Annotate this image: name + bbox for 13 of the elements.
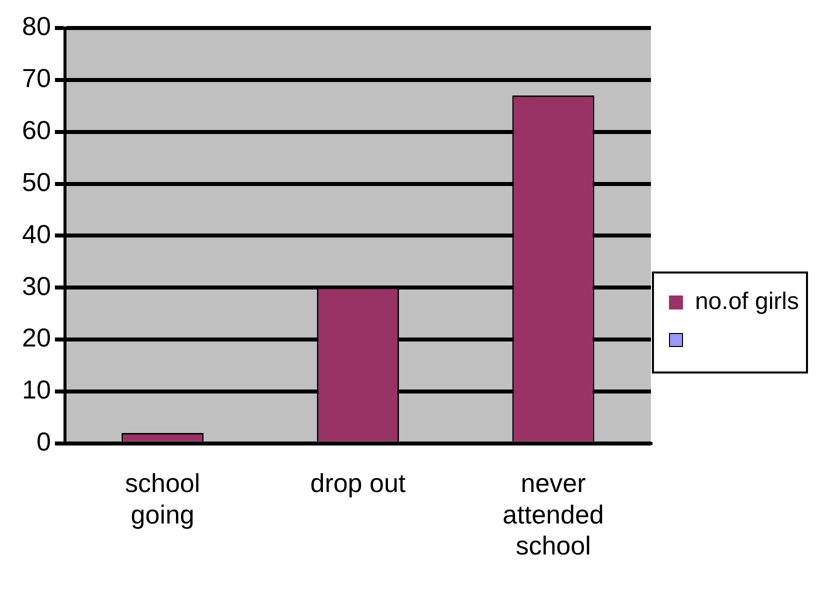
y-tick-label: 30 xyxy=(22,270,51,301)
x-tick-label: drop out xyxy=(310,468,406,498)
y-tick-label: 60 xyxy=(22,115,51,146)
x-tick-label: never attended school xyxy=(502,468,604,561)
y-tick-label: 80 xyxy=(22,11,51,42)
x-tick-label: school going xyxy=(125,468,200,530)
legend-label: no.of girls xyxy=(694,288,800,316)
y-tick-label: 10 xyxy=(22,374,51,405)
y-tick-label: 40 xyxy=(22,218,51,249)
y-tick-label: 20 xyxy=(22,322,51,353)
y-tick-label: 0 xyxy=(36,426,51,457)
y-tick-label: 50 xyxy=(22,166,51,197)
y-tick-label: 70 xyxy=(22,63,51,94)
